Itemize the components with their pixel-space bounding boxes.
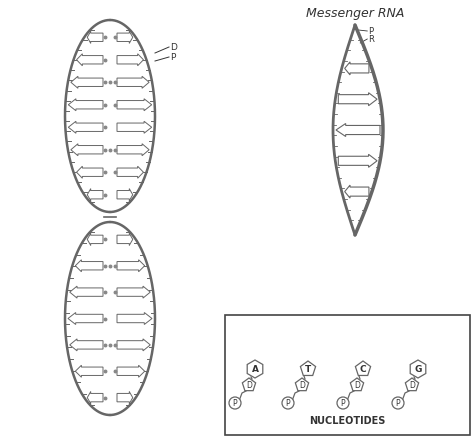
Polygon shape <box>336 124 380 137</box>
Polygon shape <box>117 76 149 88</box>
Polygon shape <box>76 54 103 66</box>
Polygon shape <box>117 339 150 351</box>
Polygon shape <box>68 121 103 133</box>
Polygon shape <box>301 361 316 376</box>
Text: T: T <box>305 364 311 373</box>
Polygon shape <box>410 360 426 378</box>
Polygon shape <box>350 378 364 391</box>
Polygon shape <box>117 392 133 404</box>
Polygon shape <box>75 365 103 377</box>
Text: R: R <box>368 35 374 44</box>
Polygon shape <box>71 76 103 88</box>
Circle shape <box>229 397 241 409</box>
Polygon shape <box>117 312 152 324</box>
Polygon shape <box>68 312 103 324</box>
Polygon shape <box>338 93 377 106</box>
Polygon shape <box>71 144 103 156</box>
Text: P: P <box>368 27 374 36</box>
Polygon shape <box>87 31 103 43</box>
Text: P: P <box>396 399 401 408</box>
Polygon shape <box>75 260 103 272</box>
Polygon shape <box>345 62 369 75</box>
Polygon shape <box>87 189 103 201</box>
Text: D: D <box>170 43 177 52</box>
Polygon shape <box>117 166 144 178</box>
Text: D: D <box>409 380 415 389</box>
Polygon shape <box>117 121 152 133</box>
Polygon shape <box>117 189 133 201</box>
Text: P: P <box>233 399 237 408</box>
Polygon shape <box>356 361 371 376</box>
Polygon shape <box>405 378 419 391</box>
Circle shape <box>337 397 349 409</box>
Polygon shape <box>87 233 103 245</box>
Polygon shape <box>117 233 133 245</box>
Text: A: A <box>252 364 258 373</box>
Polygon shape <box>338 154 377 167</box>
Text: D: D <box>246 380 252 389</box>
Text: C: C <box>360 364 366 373</box>
Polygon shape <box>117 144 149 156</box>
Text: NUCLEOTIDES: NUCLEOTIDES <box>310 416 386 426</box>
Polygon shape <box>295 378 309 391</box>
Text: D: D <box>354 380 360 389</box>
Polygon shape <box>117 99 152 111</box>
Bar <box>225 315 470 435</box>
Polygon shape <box>247 360 263 378</box>
Circle shape <box>392 397 404 409</box>
Polygon shape <box>87 392 103 404</box>
Text: G: G <box>414 364 422 373</box>
Text: P: P <box>341 399 346 408</box>
Polygon shape <box>117 31 133 43</box>
Text: P: P <box>170 53 175 61</box>
Polygon shape <box>68 99 103 111</box>
Text: P: P <box>286 399 290 408</box>
Text: D: D <box>299 380 305 389</box>
Polygon shape <box>242 378 255 391</box>
Text: Messenger RNA: Messenger RNA <box>306 7 404 20</box>
Polygon shape <box>117 260 145 272</box>
Polygon shape <box>117 286 150 298</box>
Polygon shape <box>76 166 103 178</box>
Polygon shape <box>70 286 103 298</box>
Polygon shape <box>70 339 103 351</box>
Polygon shape <box>117 54 144 66</box>
Circle shape <box>282 397 294 409</box>
Polygon shape <box>117 365 145 377</box>
Polygon shape <box>345 185 369 198</box>
